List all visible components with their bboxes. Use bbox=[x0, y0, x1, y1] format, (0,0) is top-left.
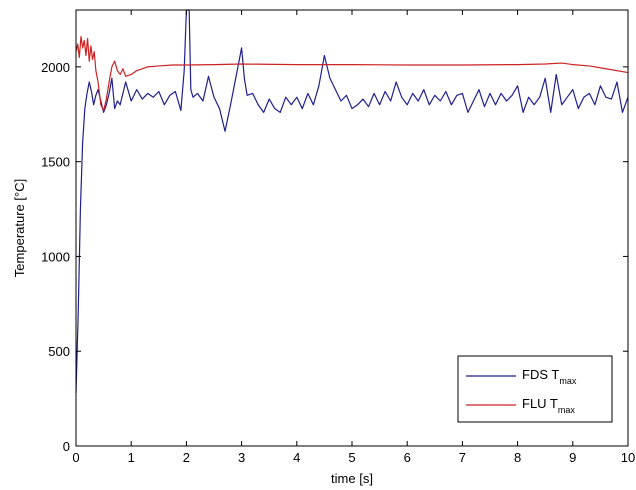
legend-label-fds: FDS Tmax bbox=[522, 367, 577, 386]
x-tick-label: 10 bbox=[621, 450, 635, 465]
legend-label-flu: FLU Tmax bbox=[522, 396, 575, 415]
x-tick-label: 0 bbox=[72, 450, 79, 465]
x-tick-label: 6 bbox=[404, 450, 411, 465]
x-tick-label: 7 bbox=[459, 450, 466, 465]
x-tick-label: 1 bbox=[128, 450, 135, 465]
x-tick-label: 9 bbox=[569, 450, 576, 465]
legend-box bbox=[457, 355, 613, 423]
x-tick-label: 3 bbox=[238, 450, 245, 465]
series-line-1 bbox=[75, 35, 629, 112]
y-tick-label: 1500 bbox=[41, 155, 70, 170]
series-layer bbox=[75, 9, 629, 393]
x-tick-label: 2 bbox=[183, 450, 190, 465]
y-tick-label: 500 bbox=[48, 344, 70, 359]
y-axis-title: Temperature [°C] bbox=[12, 179, 27, 277]
y-axis-ticks: 0 500 1000 1500 2000 bbox=[41, 60, 628, 454]
x-axis-title: time [s] bbox=[331, 471, 373, 486]
y-tick-label: 1000 bbox=[41, 249, 70, 264]
y-tick-label: 0 bbox=[63, 439, 70, 454]
x-tick-label: 5 bbox=[348, 450, 355, 465]
x-tick-label: 4 bbox=[293, 450, 300, 465]
x-tick-label: 8 bbox=[514, 450, 521, 465]
series-line-0 bbox=[75, 9, 629, 393]
x-axis-ticks: 0 1 2 3 4 5 6 7 8 9 10 bbox=[72, 10, 635, 465]
y-tick-label: 2000 bbox=[41, 60, 70, 75]
legend: FDS Tmax FLU Tmax bbox=[457, 355, 613, 423]
